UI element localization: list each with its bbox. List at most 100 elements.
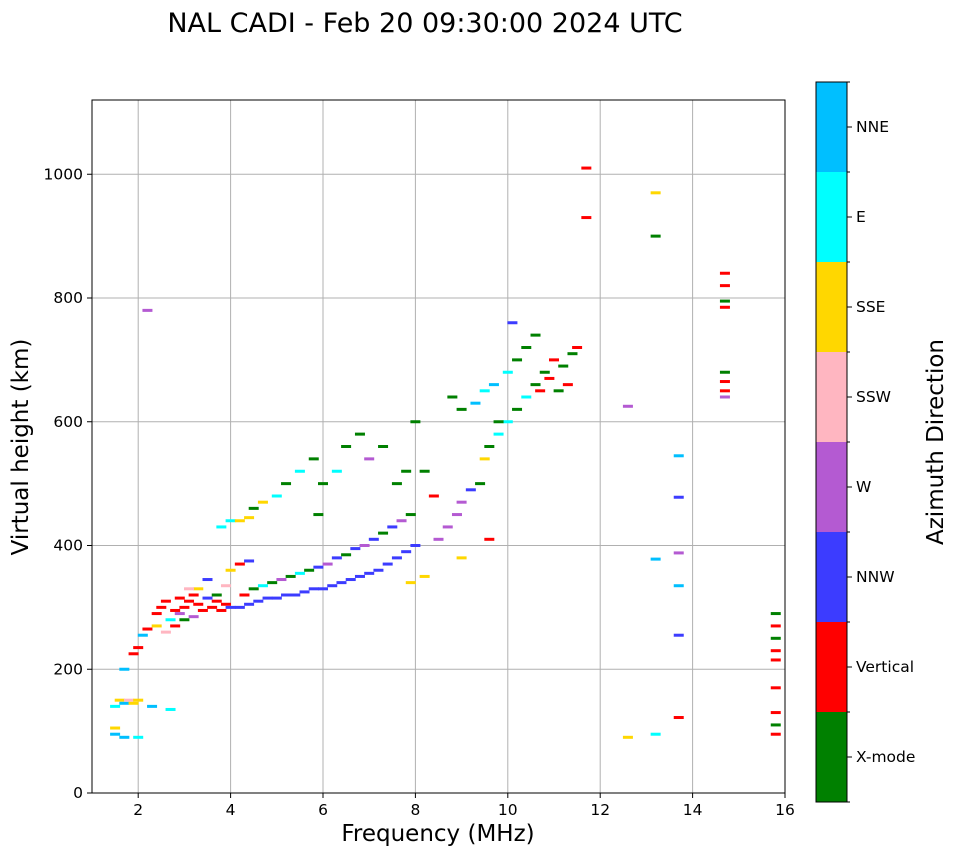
data-point xyxy=(650,191,661,195)
data-point xyxy=(770,649,781,653)
data-point xyxy=(465,488,476,492)
data-point xyxy=(239,593,250,597)
x-tick-label: 6 xyxy=(318,801,328,819)
data-point xyxy=(336,581,347,585)
data-point xyxy=(622,735,633,739)
data-point xyxy=(562,383,573,387)
data-point xyxy=(419,469,430,473)
y-tick-label: 1000 xyxy=(44,165,83,183)
y-axis-ticks: 0 200 400 600 800 1000 xyxy=(44,165,92,802)
data-point xyxy=(128,652,139,656)
data-point xyxy=(308,587,319,591)
data-point xyxy=(318,482,328,486)
data-point xyxy=(211,593,222,597)
colorbar-label: Azimuth Direction xyxy=(923,339,949,545)
data-point xyxy=(253,599,264,603)
data-point xyxy=(313,565,324,569)
data-point xyxy=(142,627,153,631)
colorbar-tick-label: Vertical xyxy=(856,658,914,676)
colorbar-tick-label: SSW xyxy=(856,388,891,406)
data-point xyxy=(479,457,490,461)
data-point xyxy=(378,445,389,448)
colorbar-tick-label: NNE xyxy=(856,118,889,136)
data-point xyxy=(512,407,523,411)
x-tick-label: 14 xyxy=(683,801,703,819)
data-point xyxy=(650,234,661,238)
data-point xyxy=(359,544,370,547)
data-point xyxy=(770,658,781,662)
data-point xyxy=(119,735,130,739)
data-point xyxy=(479,389,490,393)
data-point xyxy=(405,581,416,585)
data-point xyxy=(110,704,121,708)
data-point xyxy=(364,571,375,575)
data-point xyxy=(382,562,393,566)
y-axis-label: Virtual height (km) xyxy=(8,339,34,556)
data-point xyxy=(313,513,324,517)
data-point xyxy=(507,321,518,325)
data-point xyxy=(137,633,148,637)
data-point xyxy=(456,407,467,411)
data-point xyxy=(170,608,181,612)
data-point xyxy=(165,618,176,622)
data-point xyxy=(234,519,245,523)
data-points xyxy=(110,166,781,739)
data-point xyxy=(197,608,208,612)
data-point xyxy=(553,389,564,393)
data-point xyxy=(521,346,532,349)
data-point xyxy=(502,420,513,424)
x-tick-label: 10 xyxy=(498,801,518,819)
data-point xyxy=(142,308,153,312)
colorbar-segment xyxy=(816,712,847,802)
data-point xyxy=(373,568,384,572)
data-point xyxy=(211,599,222,603)
colorbar-tick-label: SSE xyxy=(856,298,885,316)
colorbar: X-mode Vertical NNW W SSW SSE E NNE xyxy=(815,81,915,803)
data-point xyxy=(299,590,310,594)
data-point xyxy=(433,537,444,541)
data-point xyxy=(673,584,684,588)
data-point xyxy=(488,383,499,387)
data-point xyxy=(271,596,282,600)
data-point xyxy=(248,587,259,591)
colorbar-tick-label: X-mode xyxy=(856,748,915,766)
y-tick-label: 800 xyxy=(53,289,83,307)
data-point xyxy=(770,732,781,736)
data-point xyxy=(133,698,144,702)
x-tick-label: 4 xyxy=(226,801,236,819)
data-point xyxy=(368,537,379,541)
data-point xyxy=(331,469,342,473)
colorbar-segment xyxy=(816,442,847,532)
data-point xyxy=(419,574,430,578)
colorbar-tick-label: E xyxy=(856,208,866,226)
data-point xyxy=(244,602,255,606)
data-point xyxy=(428,494,439,498)
data-point xyxy=(447,395,458,399)
data-point xyxy=(174,596,185,600)
data-point xyxy=(318,587,328,591)
data-point xyxy=(567,352,578,356)
data-point xyxy=(719,305,730,309)
data-point xyxy=(484,445,495,448)
data-point xyxy=(396,519,407,523)
y-tick-label: 400 xyxy=(53,537,83,555)
data-point xyxy=(225,519,236,523)
data-point xyxy=(234,562,245,566)
data-point xyxy=(535,389,546,393)
data-point xyxy=(294,469,305,473)
x-tick-label: 2 xyxy=(133,801,143,819)
data-point xyxy=(673,454,684,458)
data-point xyxy=(770,612,781,616)
data-point xyxy=(650,732,661,736)
data-point xyxy=(322,562,333,566)
data-point xyxy=(451,513,462,517)
data-point xyxy=(294,571,305,575)
data-point xyxy=(110,732,121,736)
data-point xyxy=(484,537,495,541)
data-point xyxy=(493,420,504,424)
data-point xyxy=(405,513,416,517)
y-tick-label: 0 xyxy=(73,784,83,802)
data-point xyxy=(188,615,199,619)
data-point xyxy=(285,574,296,578)
data-point xyxy=(281,482,292,486)
